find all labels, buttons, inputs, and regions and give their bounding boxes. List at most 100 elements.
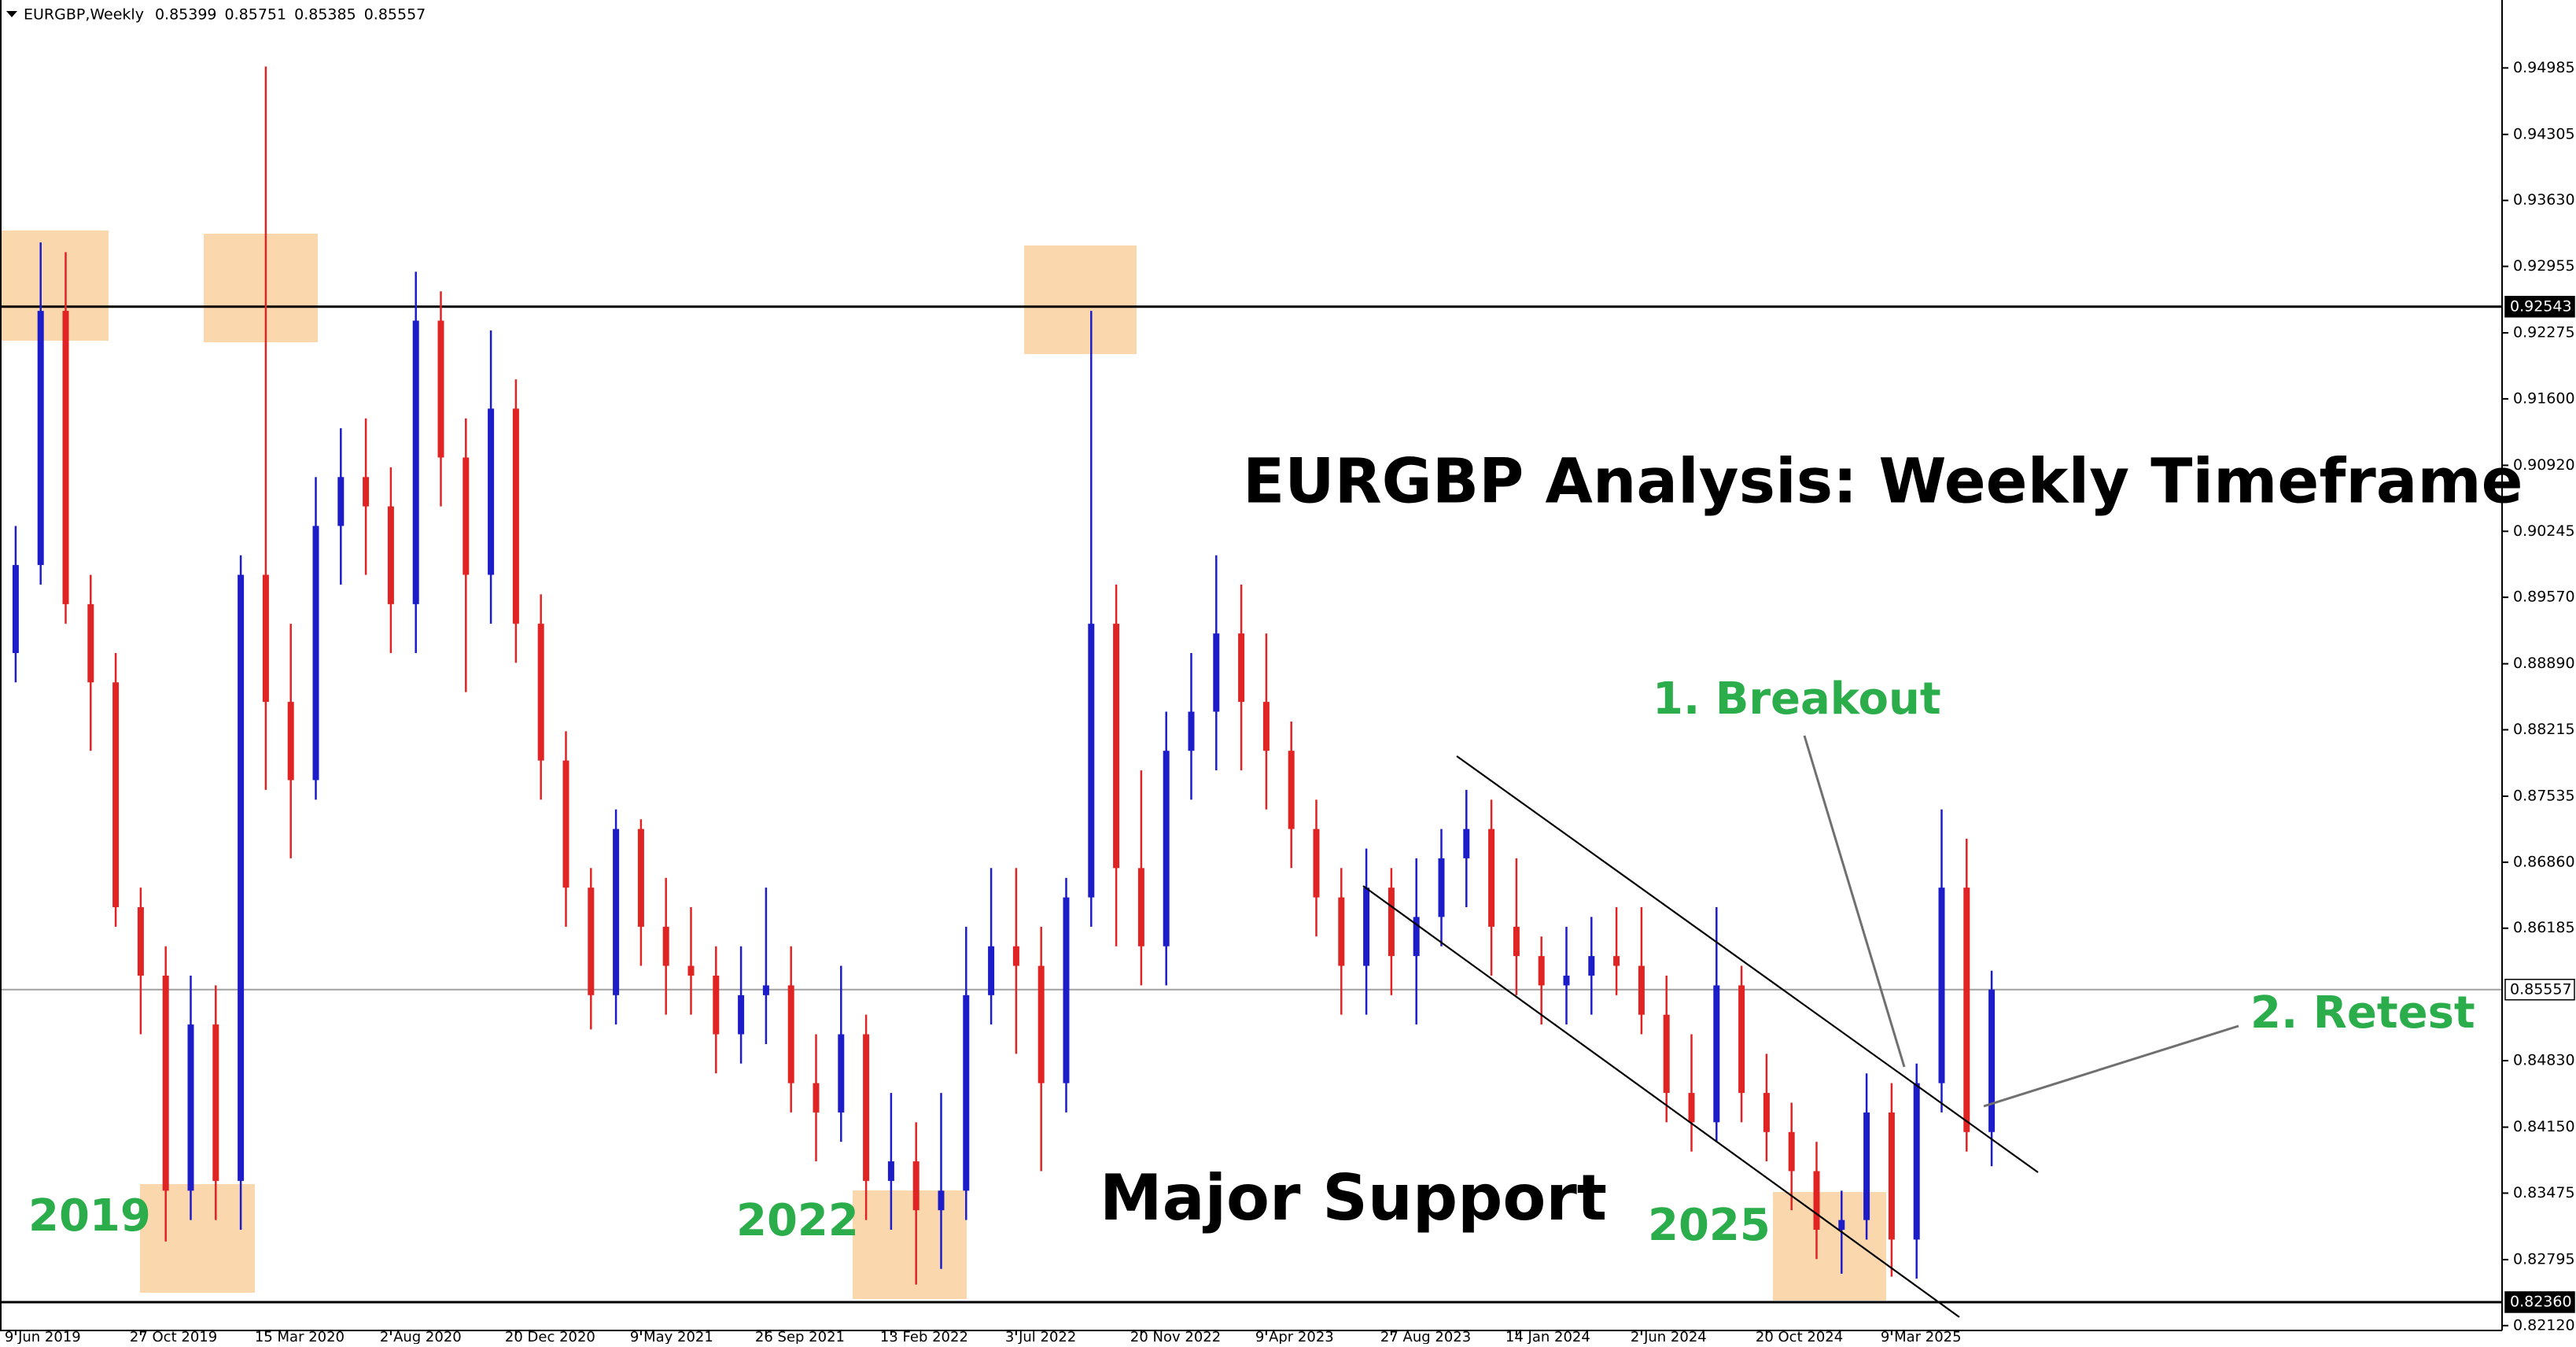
candle-body	[662, 926, 669, 966]
zone-box	[1024, 245, 1137, 354]
x-tick-label: 13 Feb 2022	[880, 1329, 968, 1344]
candle-body	[463, 457, 470, 575]
level-label: 0.82360	[2510, 1293, 2572, 1310]
candle-body	[238, 574, 245, 1181]
candle-body	[1213, 633, 1220, 712]
candle-body	[412, 320, 419, 604]
candle-body	[1012, 946, 1019, 966]
header-value: 0.85399	[155, 6, 217, 24]
candle-body	[637, 828, 644, 927]
candle-body	[713, 975, 720, 1035]
candle-body	[1488, 828, 1495, 927]
candle-body	[387, 506, 394, 604]
candle-body	[1438, 858, 1445, 917]
menu-arrow[interactable]	[6, 11, 17, 17]
candle-body	[488, 408, 495, 575]
candle-body	[687, 965, 695, 976]
candle-body	[787, 985, 794, 1083]
y-tick-label: 0.88890	[2513, 655, 2575, 672]
y-tick-label: 0.82120	[2513, 1316, 2575, 1334]
candle-body	[1888, 1112, 1895, 1240]
header-value: 0.85751	[225, 6, 287, 24]
candle-body	[562, 760, 569, 888]
y-tick-label: 0.92275	[2513, 324, 2575, 341]
level-label: 0.85557	[2510, 980, 2572, 998]
candle-body	[512, 408, 519, 624]
y-tick-label: 0.87535	[2513, 787, 2575, 804]
annotation: 2025	[1648, 1200, 1771, 1251]
candle-body	[1037, 965, 1045, 1083]
candle-body	[1163, 751, 1170, 947]
candle-body	[912, 1161, 919, 1211]
x-tick-label: 15 Mar 2020	[255, 1329, 345, 1344]
candle-body	[988, 946, 995, 995]
level-label: 0.92543	[2510, 297, 2572, 315]
annotation: 2022	[736, 1195, 859, 1246]
candle-body	[1513, 926, 1520, 957]
candle-body	[1788, 1131, 1795, 1172]
candle-body	[1188, 711, 1195, 751]
levels	[0, 305, 2502, 1304]
pointer-line	[1983, 1024, 2239, 1108]
candle-body	[1088, 623, 1095, 898]
annotation: 1. Breakout	[1653, 674, 1941, 725]
candle-body	[1113, 623, 1120, 869]
candle-body	[1838, 1220, 1845, 1231]
zone-box	[853, 1190, 967, 1299]
candle-body	[1238, 633, 1245, 703]
candle-body	[337, 477, 345, 526]
header-value: 0.85557	[364, 6, 426, 24]
y-tick-label: 0.92955	[2513, 257, 2575, 275]
candle-body	[287, 702, 294, 781]
candle-body	[87, 603, 94, 683]
x-tick-label: 3 Jul 2022	[1005, 1329, 1076, 1344]
y-tick-label: 0.90245	[2513, 522, 2575, 540]
candle-body	[1688, 1093, 1695, 1123]
candle-body	[1338, 897, 1345, 966]
y-tick-label: 0.82795	[2513, 1250, 2575, 1268]
x-tick-label: 14 Jan 2024	[1505, 1329, 1590, 1344]
candle-body	[262, 574, 269, 703]
y-tick-label: 0.93630	[2513, 191, 2575, 209]
candle-body	[1262, 702, 1270, 751]
y-tick-label: 0.86185	[2513, 919, 2575, 936]
x-tick-label: 2 Jun 2024	[1631, 1329, 1707, 1344]
x-tick-label: 9 Jun 2019	[5, 1329, 81, 1344]
candle-body	[437, 320, 444, 458]
pointer-line	[1803, 735, 1906, 1068]
y-tick-label: 0.89570	[2513, 589, 2575, 606]
x-tick-label: 27 Aug 2023	[1380, 1329, 1471, 1344]
candle-body	[1713, 985, 1720, 1123]
candles	[12, 66, 1996, 1285]
header-value: 0.85385	[294, 6, 356, 24]
candle-body	[963, 995, 970, 1191]
candle-body	[1288, 751, 1295, 829]
candle-body	[738, 995, 745, 1035]
x-tick-label: 2 Aug 2020	[380, 1329, 462, 1344]
zone-box	[0, 231, 109, 341]
zone-box	[204, 234, 318, 342]
candle-body	[1388, 888, 1395, 957]
x-tick-label: 9 May 2021	[630, 1329, 713, 1344]
y-tick-label: 0.91600	[2513, 389, 2575, 407]
candle-body	[863, 1034, 870, 1181]
candle-body	[37, 311, 44, 566]
candle-body	[1538, 956, 1545, 986]
candle-body	[838, 1034, 845, 1113]
candle-body	[613, 828, 620, 995]
y-tick-label: 0.90920	[2513, 456, 2575, 474]
level-box	[2504, 979, 2575, 1001]
candle-body	[1863, 1112, 1870, 1220]
channel-line	[1362, 885, 1960, 1318]
y-tick-label: 0.84830	[2513, 1052, 2575, 1069]
candle-body	[212, 1024, 219, 1181]
annotation: Major Support	[1100, 1161, 1607, 1234]
candle-body	[1763, 1093, 1770, 1132]
candle-body	[1063, 897, 1070, 1083]
candle-body	[1563, 975, 1570, 986]
y-tick-label: 0.94305	[2513, 125, 2575, 142]
candle-body	[187, 1024, 194, 1191]
candle-body	[12, 565, 19, 653]
candle-body	[1813, 1171, 1820, 1231]
